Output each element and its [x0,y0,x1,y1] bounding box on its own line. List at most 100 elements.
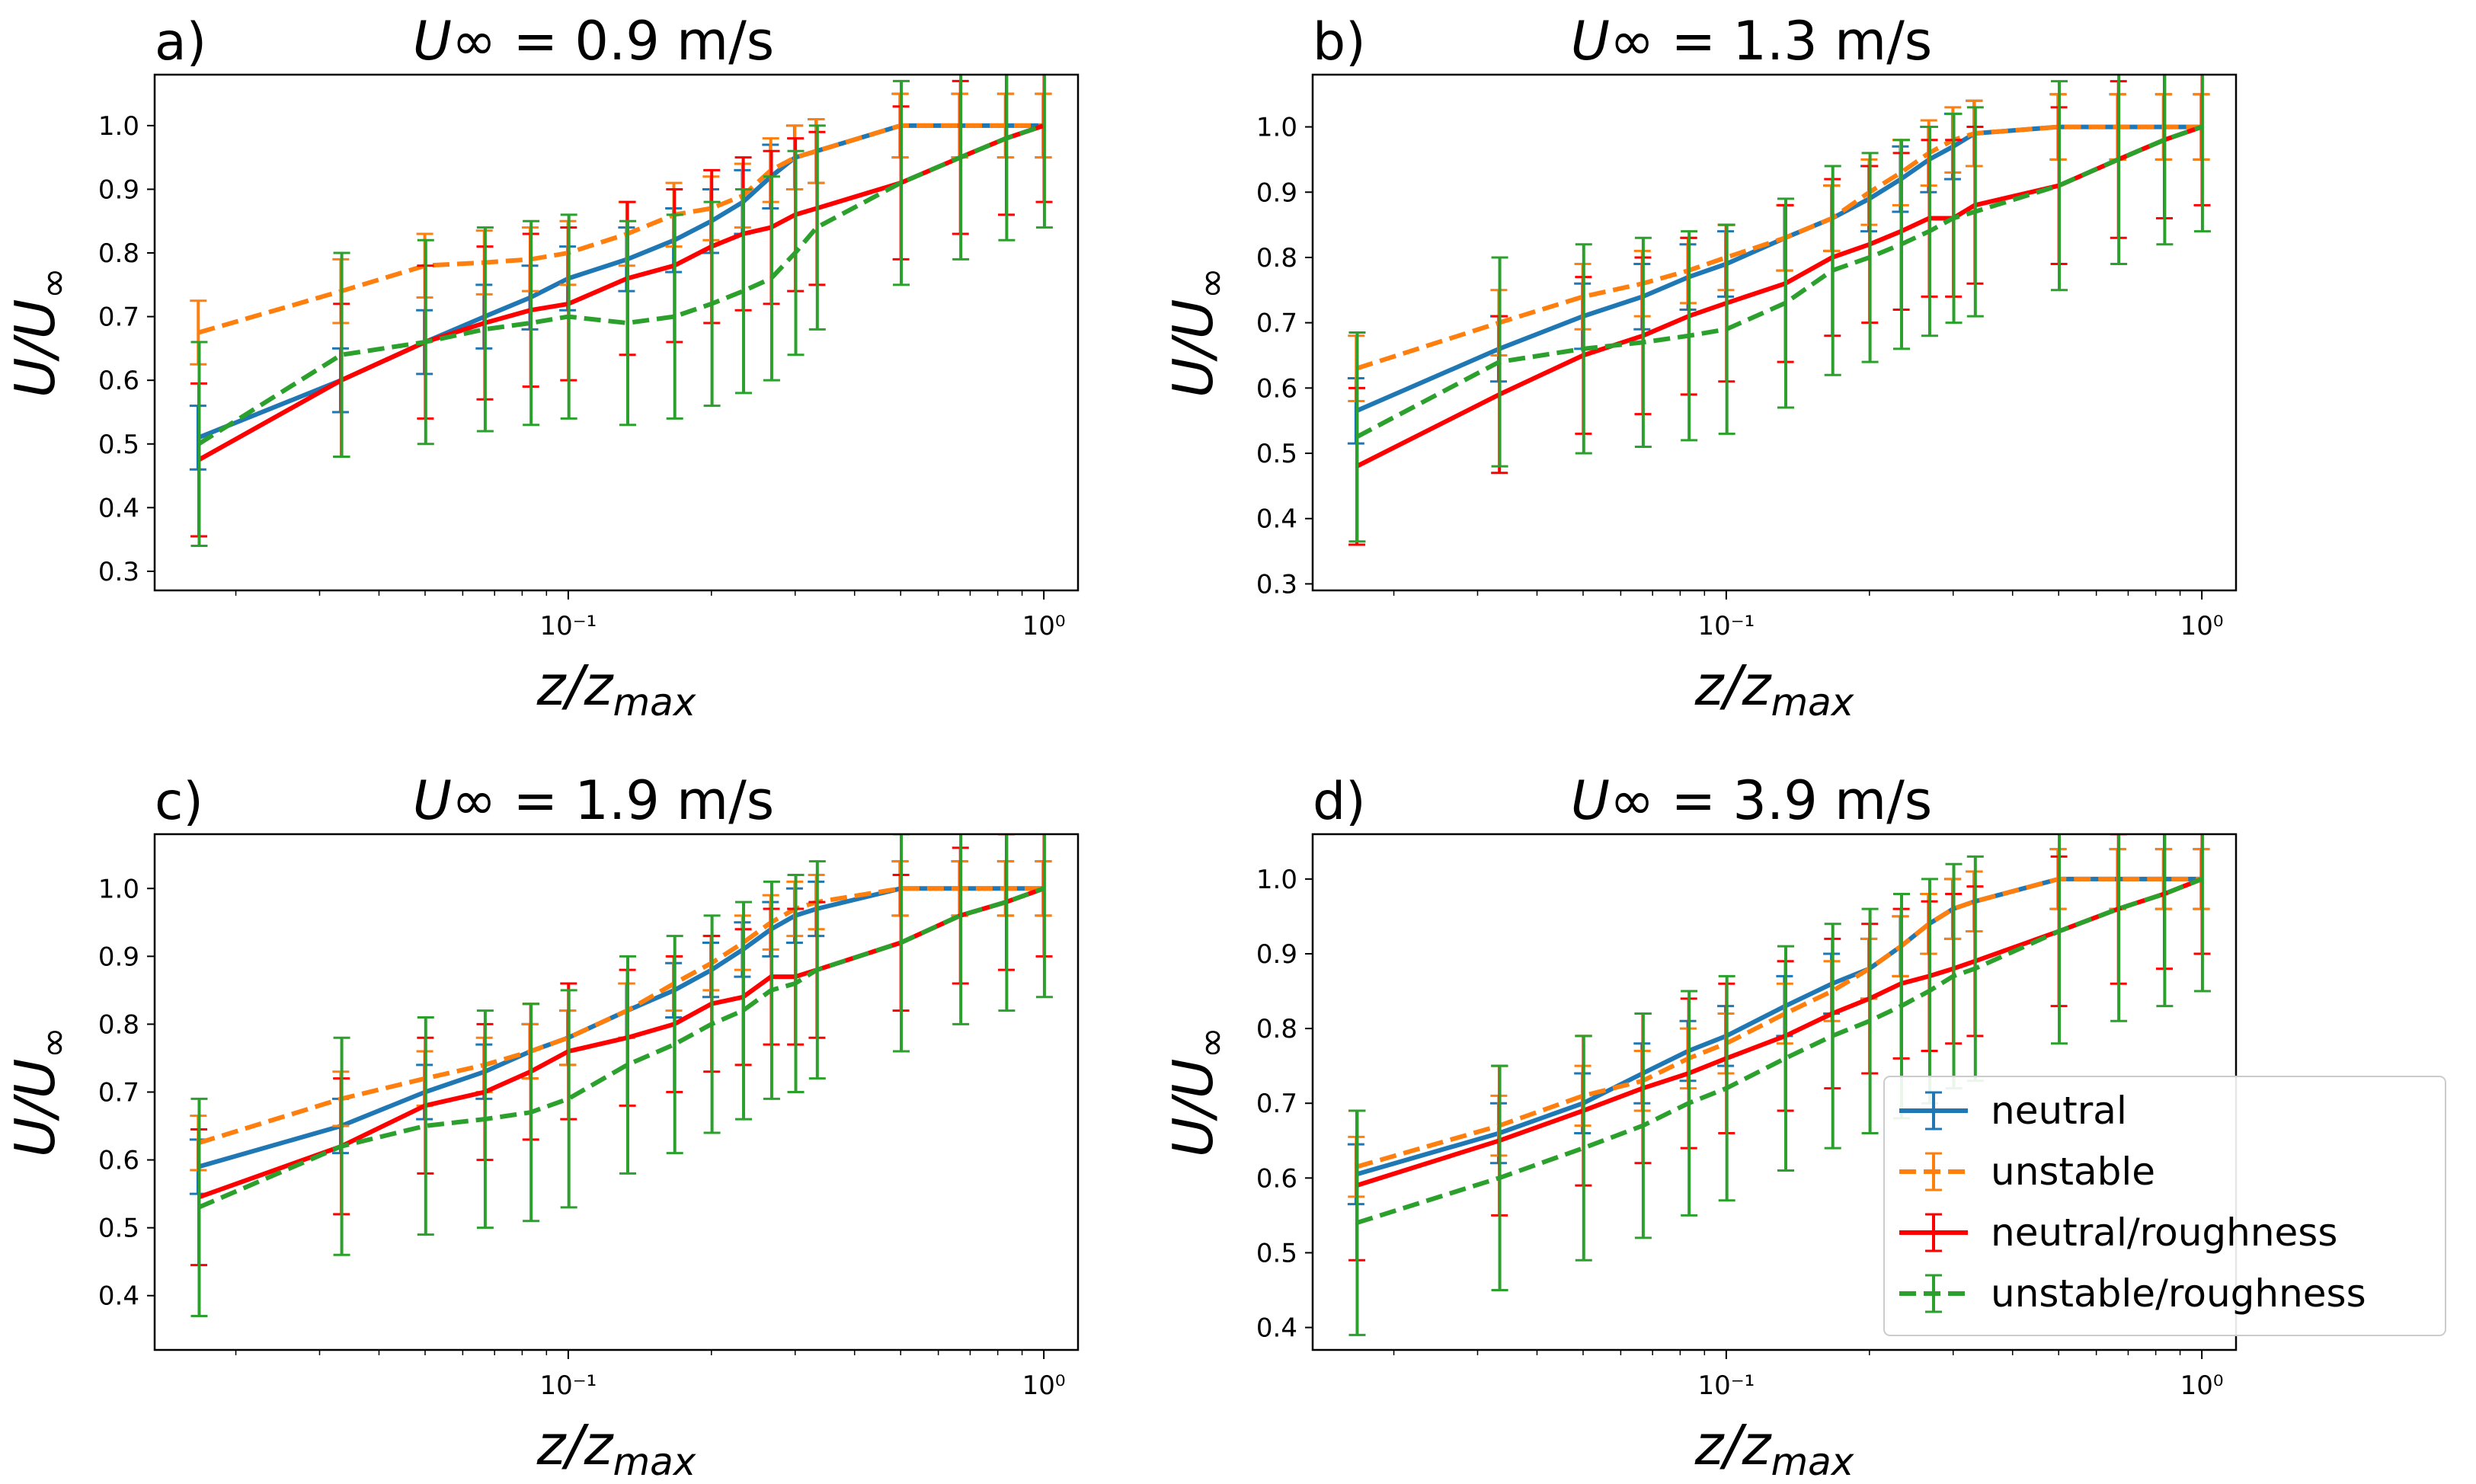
x-axis-label: z/zmax [1694,1413,1854,1484]
y-tick-label: 0.7 [98,1078,139,1108]
y-tick-label: 0.4 [1256,1313,1297,1344]
series-neutral [1347,93,2210,445]
x-axis-label: z/zmax [536,654,696,724]
x-tick-label: 10⁻¹ [539,611,597,641]
title-symbol: U∞ [413,10,497,72]
y-tick-label: 0.4 [98,1281,139,1312]
y-tick-label: 1.0 [1256,865,1297,895]
plot-area [189,75,1053,547]
y-tick-label: 0.9 [98,942,139,972]
panel-title: U∞ = 3.9 m/s [1571,769,1933,832]
title-value: = 3.9 m/s [1654,769,1932,832]
y-tick-label: 0.3 [98,557,139,587]
series-unstable [1348,93,2210,402]
axes-frame [1311,73,2238,592]
title-symbol: U∞ [1571,10,1655,72]
y-tick-label: 0.9 [1256,178,1297,208]
y-tick-label: 0.5 [98,430,139,460]
legend-entry: neutral/roughness [1899,1211,2337,1255]
series-unstable-roughness [1348,75,2211,543]
y-tick-label: 0.6 [1256,373,1297,404]
y-tick-label: 0.7 [98,302,139,333]
y-tick-label: 0.6 [98,1146,139,1176]
panel-3: c) U∞ = 1.9 m/s 0.4 0.5 0.6 0.7 0.8 0.9 1.0 10⁻¹ 1… [3,769,1080,1484]
y-tick-label: 0.5 [1256,439,1297,469]
y-tick-label: 0.6 [1256,1163,1297,1194]
legend: neutral unstable neutral/roughness unstable… [1883,1076,2446,1336]
title-value: = 1.9 m/s [496,769,774,832]
x-tick-label: 10⁰ [1022,1370,1066,1401]
series-unstable-roughness [190,834,1053,1317]
legend-entry: unstable/roughness [1899,1271,2366,1316]
y-tick-label: 1.0 [98,111,139,142]
x-tick-label: 10⁻¹ [539,1370,597,1401]
y-axis-label: U/U∞ [3,1027,75,1157]
x-axis-label: z/zmax [1694,654,1854,724]
plot-area [189,834,1053,1317]
title-value: = 0.9 m/s [496,10,774,72]
legend-entry: unstable [1899,1150,2155,1194]
series-line [197,886,1045,1200]
series-neutral [189,860,1052,1195]
series-line [1355,877,2203,1226]
y-tick-label: 0.5 [98,1214,139,1244]
y-tick-label: 0.8 [98,238,139,269]
y-axis-label: U/U∞ [1161,267,1233,398]
y-tick-label: 0.8 [1256,243,1297,273]
title-symbol: U∞ [1571,769,1655,832]
series-line [197,886,1045,1210]
y-axis-label: U/U∞ [3,267,75,398]
panel-title: U∞ = 1.3 m/s [1571,10,1933,72]
series-line [1355,124,2202,371]
panel-label: b) [1313,12,1366,72]
y-tick-label: 1.0 [1256,113,1297,143]
y-tick-label: 0.8 [1256,1014,1297,1044]
series-line [1355,124,2203,469]
title-value: = 1.3 m/s [1654,10,1932,72]
y-tick-label: 1.0 [98,874,139,904]
panel-1: a) U∞ = 0.9 m/s 0.3 0.4 0.5 0.6 0.7 0.8 0.9 1.0 10… [3,10,1080,724]
plot-area [1347,75,2211,546]
axes-frame [153,833,1080,1351]
legend-label: neutral/roughness [1991,1211,2337,1255]
panel-label: d) [1313,772,1366,832]
axes-frame [153,73,1080,592]
series-neutral-roughness [190,75,1053,538]
y-tick-label: 0.7 [1256,1089,1297,1119]
x-tick-label: 10⁰ [2180,1370,2224,1401]
y-axis-label: U/U∞ [1161,1027,1233,1157]
x-tick-label: 10⁻¹ [1697,1370,1755,1401]
legend-box [1883,1076,2446,1336]
x-tick-label: 10⁰ [1022,611,1066,641]
title-symbol: U∞ [413,769,497,832]
y-tick-label: 0.7 [1256,309,1297,339]
y-tick-label: 0.4 [1256,504,1297,535]
panel-title: U∞ = 1.9 m/s [413,769,775,832]
legend-label: unstable/roughness [1991,1271,2366,1316]
y-tick-label: 0.9 [98,174,139,205]
series-unstable-roughness [190,75,1053,547]
plot-area [1347,834,2211,1336]
legend-label: neutral [1991,1089,2127,1133]
series-line [1355,124,2202,414]
y-tick-label: 0.3 [1256,569,1297,600]
series-line [1355,124,2203,440]
series-line [197,123,1044,335]
panel-label: c) [155,772,203,832]
legend-entry: neutral [1899,1089,2127,1133]
y-tick-label: 0.8 [98,1009,139,1040]
y-tick-label: 0.5 [1256,1238,1297,1268]
y-tick-label: 0.4 [98,493,139,523]
y-tick-label: 0.6 [98,366,139,396]
panel-label: a) [155,12,206,72]
x-tick-label: 10⁻¹ [1697,611,1755,641]
y-tick-label: 0.9 [1256,939,1297,970]
series-line [197,123,1045,446]
series-line [197,886,1044,1169]
panel-title: U∞ = 0.9 m/s [413,10,775,72]
series-unstable [190,860,1052,1172]
series-neutral-roughness [1348,75,2211,546]
legend-label: unstable [1991,1150,2155,1194]
x-axis-label: z/zmax [536,1413,696,1484]
